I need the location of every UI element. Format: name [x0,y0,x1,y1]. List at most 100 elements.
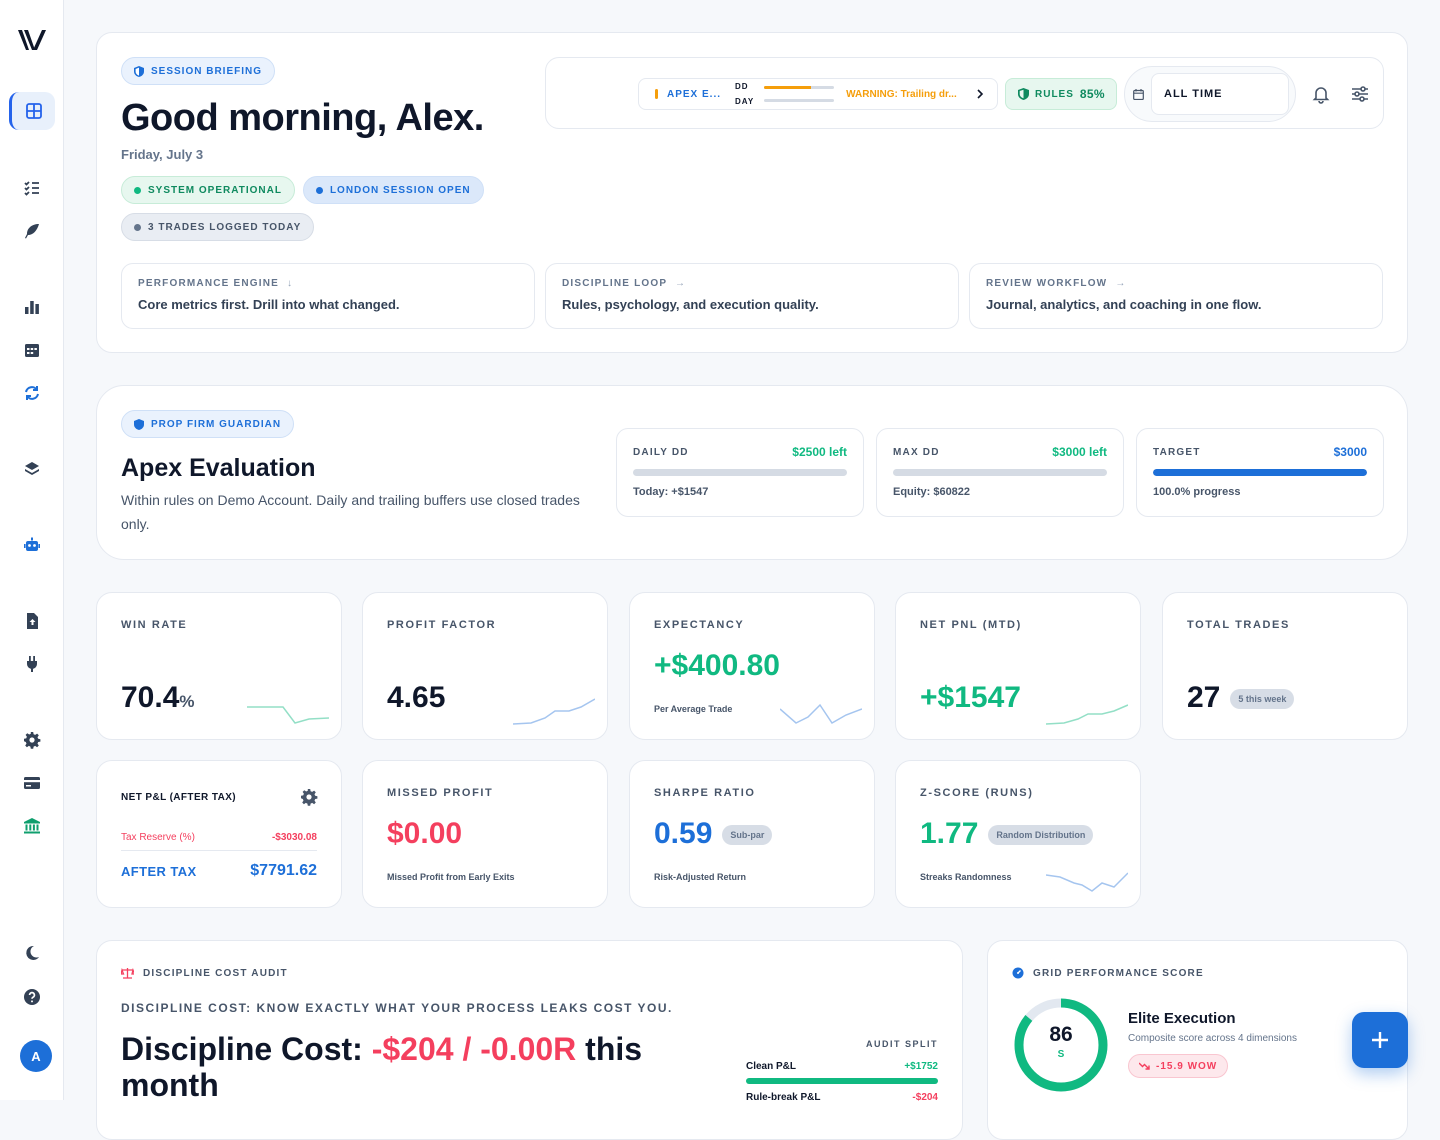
after-tax-card: NET P&L (AFTER TAX) Tax Reserve (%) -$30… [96,760,342,908]
dashboard-icon [25,103,42,119]
wow-value: -15.9 WOW [1156,1060,1218,1072]
kpi-value: 4.65 [387,681,446,714]
bank-icon [24,818,40,834]
z-score-sparkline [1046,872,1128,892]
sidebar-item-analytics[interactable] [17,292,47,322]
day-label: DAY [735,97,755,106]
net-pnl-sparkline [1046,704,1128,725]
trades-today-label: 3 TRADES LOGGED TODAY [148,221,302,233]
kpi-label: WIN RATE [121,619,188,631]
account-name: APEX E... [667,88,722,100]
win-rate-card[interactable]: WIN RATE 70.4% [96,592,342,740]
tax-reserve-value: -$3030.08 [271,832,317,843]
guardian-badge: PROP FIRM GUARDIAN [121,410,295,438]
dd-labels: DD DAY [735,82,754,106]
gear-icon[interactable] [300,788,318,806]
theme-toggle[interactable] [17,938,47,968]
metric-label: TARGET [1153,446,1201,458]
profit-factor-sparkline [513,698,595,725]
gear-icon [24,732,41,749]
shield-check-icon [1018,88,1029,100]
scale-icon [121,967,134,979]
sidebar-item-journal[interactable] [17,216,47,246]
sidebar-item-layers[interactable] [17,454,47,484]
kpi-label: SHARPE RATIO [654,787,756,799]
system-status-badge: SYSTEM OPERATIONAL [121,176,295,204]
metric-sub: 100.0% progress [1153,486,1241,498]
grid-performance-card: GRID PERFORMANCE SCORE 86 S Elite Execut… [987,940,1408,1140]
sidebar-item-tax[interactable] [17,811,47,841]
help-icon [24,989,40,1005]
help-button[interactable] [17,982,47,1012]
date-range-picker: ALL TIME [1124,66,1296,122]
sidebar-item-calendar[interactable] [17,335,47,365]
session-status-badge: LONDON SESSION OPEN [302,176,484,204]
feature-title: DISCIPLINE LOOP [562,278,668,289]
badge-label: DISCIPLINE COST AUDIT [143,967,288,979]
sidebar-item-billing[interactable] [17,768,47,798]
date-range-select[interactable]: ALL TIME [1151,73,1289,115]
profit-factor-card[interactable]: PROFIT FACTOR 4.65 [362,592,608,740]
clean-pnl-row: Clean P&L +$1752 [746,1061,938,1072]
add-trade-button[interactable] [1352,1012,1408,1068]
feature-desc: Journal, analytics, and coaching in one … [986,297,1262,312]
layers-icon [25,462,39,475]
score-gauge [1014,998,1108,1092]
expectancy-sparkline [780,703,862,724]
feature-title: PERFORMANCE ENGINE [138,278,280,289]
sidebar-item-import[interactable] [17,606,47,636]
discipline-tagline: DISCIPLINE COST: KNOW EXACTLY WHAT YOUR … [121,1001,673,1015]
audit-split-label: AUDIT SPLIT [866,1039,938,1049]
arrow-right-icon: → [1115,278,1127,289]
trades-today-badge: 3 TRADES LOGGED TODAY [121,213,315,241]
feature-discipline-loop[interactable]: DISCIPLINE LOOP → Rules, psychology, and… [545,263,959,329]
metric-sub: Equity: $60822 [893,486,971,498]
shield-icon [134,418,144,430]
session-briefing-badge: SESSION BRIEFING [121,57,276,85]
sidebar-item-checklist[interactable] [17,173,47,203]
sidebar-item-sync[interactable] [17,378,47,408]
logo-icon[interactable] [16,26,48,54]
bell-icon[interactable] [1311,84,1331,104]
kpi-label: NET PNL (MTD) [920,619,1022,631]
chevron-right-icon [977,89,984,99]
account-selector[interactable]: APEX E... DD DAY WARNING: Trailing dr... [638,78,998,110]
divider [121,850,317,851]
feature-review-workflow[interactable]: REVIEW WORKFLOW → Journal, analytics, an… [969,263,1383,329]
grid-score-badge: GRID PERFORMANCE SCORE [1012,967,1204,979]
feature-desc: Core metrics first. Drill into what chan… [138,297,400,312]
status-dot [134,186,141,194]
sidebar-item-dashboard[interactable] [9,92,55,130]
discipline-cost-value: -$204 / -0.00R [371,1031,577,1067]
expectancy-card[interactable]: EXPECTANCY +$400.80 Per Average Trade [629,592,875,740]
clean-pnl-bar [746,1078,938,1084]
net-pnl-card[interactable]: NET PNL (MTD) +$1547 [895,592,1141,740]
total-trades-card[interactable]: TOTAL TRADES 27 5 this week [1162,592,1408,740]
kpi-value: 1.77 Random Distribution [920,817,1094,851]
z-score-card[interactable]: Z-SCORE (RUNS) 1.77 Random Distribution S… [895,760,1141,908]
header-toolbar: APEX E... DD DAY WARNING: Trailing dr...… [545,57,1384,129]
target-bar [1153,469,1367,476]
discipline-badge: DISCIPLINE COST AUDIT [121,967,288,979]
rules-compliance-badge[interactable]: RULES 85% [1005,78,1117,110]
rule-break-row: Rule-break P&L -$204 [746,1092,938,1103]
calendar-icon [1133,89,1144,100]
score-title: Elite Execution [1128,1010,1236,1027]
sidebar-item-integrations[interactable] [17,649,47,679]
shield-icon [134,65,144,77]
missed-profit-card[interactable]: MISSED PROFIT $0.00 Missed Profit from E… [362,760,608,908]
feature-desc: Rules, psychology, and execution quality… [562,297,819,312]
rules-value: 85% [1079,87,1105,101]
kpi-sub: Missed Profit from Early Exits [387,872,515,882]
session-briefing-card: SESSION BRIEFING Good morning, Alex. Fri… [96,32,1408,353]
filter-settings-icon[interactable] [1350,84,1370,104]
plus-icon [1372,1032,1388,1048]
sidebar-item-ai-coach[interactable] [17,530,47,560]
sharpe-ratio-card[interactable]: SHARPE RATIO 0.59 Sub-par Risk-Adjusted R… [629,760,875,908]
metric-value: $3000 [1333,445,1367,459]
avatar[interactable]: A [20,1040,52,1072]
sidebar-item-settings[interactable] [17,725,47,755]
feature-label: REVIEW WORKFLOW → [986,278,1366,289]
feature-performance-engine[interactable]: PERFORMANCE ENGINE ↓ Core metrics first.… [121,263,535,329]
after-tax-label: AFTER TAX [121,863,197,879]
